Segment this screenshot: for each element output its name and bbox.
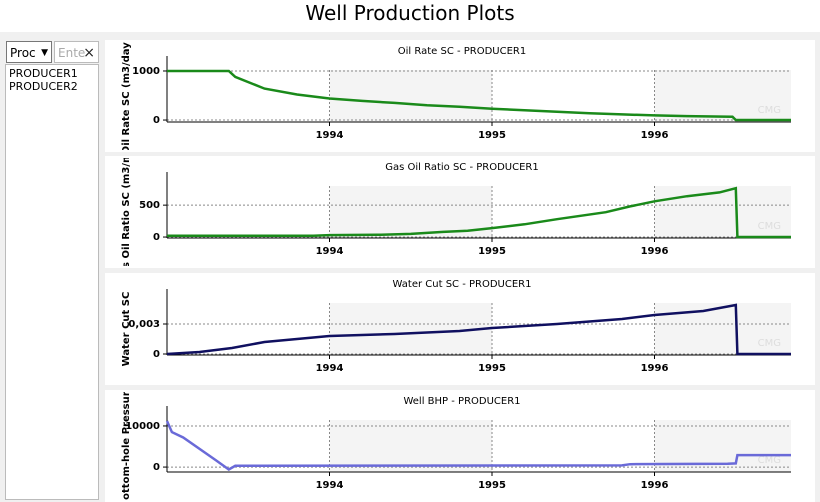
y-axis-label: Gas Oil Ratio SC (m3/m3) [121, 141, 132, 283]
select[interactable]: Proc ▼ [6, 41, 52, 63]
y-tick-label: 0,003 [128, 319, 160, 330]
y-tick-label: 0 [153, 232, 160, 243]
shaded-band [329, 186, 492, 238]
well-list: PRODUCER1 PRODUCER2 [5, 64, 99, 500]
shaded-band [654, 70, 791, 122]
watermark: CMG [758, 455, 781, 466]
y-label-group: Water Cut SC [121, 292, 132, 367]
shaded-band [654, 186, 791, 238]
data-line [166, 303, 791, 356]
y-tick-label: 10000 [125, 421, 160, 432]
data-line [167, 186, 791, 239]
x-tick-label: 1996 [641, 363, 669, 374]
x-tick-label: 1994 [316, 363, 344, 374]
x-tick-label: 1994 [316, 480, 344, 491]
y-tick-label: 1000 [132, 66, 160, 77]
y-tick-label: 0 [153, 115, 160, 126]
y-tick-label: 500 [139, 200, 160, 211]
page-title: Well Production Plots [0, 0, 820, 32]
well-item[interactable]: PRODUCER2 [9, 80, 78, 93]
select-value: Proc [10, 46, 36, 60]
chart-title: Water Cut SC - PRODUCER1 [393, 279, 532, 290]
shaded-band [329, 70, 492, 122]
chart-title: Gas Oil Ratio SC - PRODUCER1 [385, 162, 539, 173]
x-tick-label: 1995 [478, 480, 506, 491]
shaded-band [329, 303, 492, 355]
y-axis-label: Bottom-hole Pressure [121, 384, 132, 502]
shaded-band [329, 420, 492, 472]
search-input[interactable]: Ente × [54, 41, 99, 63]
x-tick-label: 1996 [641, 130, 669, 141]
well-item[interactable]: PRODUCER1 [9, 67, 78, 80]
y-tick-label: 0 [153, 349, 160, 360]
x-tick-label: 1994 [316, 130, 344, 141]
watermark: CMG [758, 105, 781, 116]
x-tick-label: 1996 [641, 246, 669, 257]
chart-title: Oil Rate SC - PRODUCER1 [398, 46, 527, 57]
x-tick-label: 1995 [478, 130, 506, 141]
x-tick-label: 1996 [641, 480, 669, 491]
clear-button[interactable]: × [83, 45, 95, 61]
x-tick-label: 1995 [478, 246, 506, 257]
y-axis-label: Oil Rate SC (m3/day) [121, 38, 132, 155]
data-line [165, 420, 791, 471]
y-label-group: Bottom-hole Pressure [121, 384, 132, 502]
watermark: CMG [758, 338, 781, 349]
y-label-group: Oil Rate SC (m3/day) [121, 38, 132, 155]
y-tick-label: 0 [153, 462, 160, 473]
x-tick-label: 1994 [316, 246, 344, 257]
watermark: CMG [758, 221, 781, 232]
dropdown-arrow: ▼ [41, 48, 48, 58]
x-tick-label: 1995 [478, 363, 506, 374]
chart-title: Well BHP - PRODUCER1 [403, 396, 520, 407]
y-label-group: Gas Oil Ratio SC (m3/m3) [121, 141, 132, 283]
placeholder: Ente [58, 46, 86, 60]
data-line [167, 69, 791, 122]
shaded-band [654, 303, 791, 355]
y-axis-label: Water Cut SC [121, 292, 132, 367]
